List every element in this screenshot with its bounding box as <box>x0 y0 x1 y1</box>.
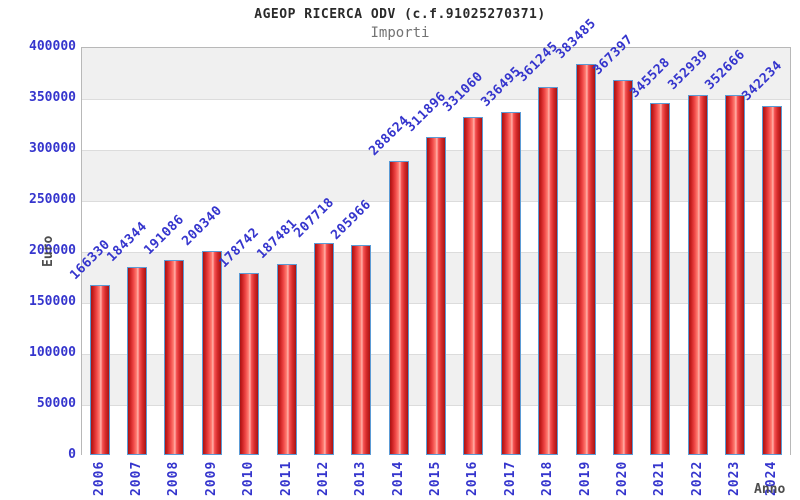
chart-subtitle: Importi <box>370 25 430 41</box>
y-tick-label: 200000 <box>29 243 76 258</box>
x-tick-label: 2014 <box>390 460 406 496</box>
y-tick-label: 250000 <box>29 192 76 207</box>
x-tick-label: 2021 <box>652 460 668 496</box>
bar <box>687 95 708 455</box>
x-tick-label: 2019 <box>577 460 593 496</box>
bar <box>351 245 372 455</box>
x-tick-label: 2009 <box>203 460 219 496</box>
bar <box>762 106 783 455</box>
x-tick-label: 2016 <box>465 460 481 496</box>
x-tick-label: 2023 <box>726 460 742 496</box>
x-tick-label: 2018 <box>540 460 556 496</box>
bar <box>575 64 596 455</box>
x-tick-label: 2007 <box>129 460 145 496</box>
bar <box>724 95 745 455</box>
x-tick-label: 2015 <box>428 460 443 496</box>
bar <box>612 80 633 455</box>
x-tick-label: 2020 <box>614 460 630 496</box>
y-tick-label: 50000 <box>36 396 76 411</box>
y-tick-label: 100000 <box>29 345 76 360</box>
bar <box>89 285 110 455</box>
bar <box>388 161 409 455</box>
y-axis-title: Euro <box>41 235 56 267</box>
y-tick-label: 300000 <box>29 141 76 156</box>
bar <box>164 260 185 455</box>
x-tick-label: 2008 <box>166 460 182 496</box>
bar <box>426 137 446 455</box>
x-tick-label: 2011 <box>278 460 294 496</box>
bar <box>538 87 559 455</box>
y-tick-label: 400000 <box>29 39 76 54</box>
x-tick-label: 2012 <box>315 460 331 496</box>
y-tick-label: 350000 <box>29 90 76 105</box>
y-tick-label: 0 <box>68 447 76 462</box>
y-tick-label: 150000 <box>29 294 76 309</box>
bar <box>276 264 297 455</box>
x-tick-label: 2022 <box>689 460 705 496</box>
x-axis-title: Anno <box>754 482 786 497</box>
bar <box>650 103 671 455</box>
bar <box>201 251 222 455</box>
chart-title: AGEOP RICERCA ODV (c.f.91025270371) <box>254 7 546 22</box>
bar <box>463 117 484 455</box>
bar <box>127 267 148 455</box>
x-tick-label: 2006 <box>91 460 107 496</box>
bar <box>500 112 521 455</box>
gridline <box>82 99 790 100</box>
plot-band <box>82 48 790 99</box>
bar <box>313 243 334 455</box>
x-tick-label: 2017 <box>502 460 518 496</box>
bar <box>239 273 260 455</box>
x-tick-label: 2010 <box>241 460 257 496</box>
x-tick-label: 2013 <box>353 460 369 496</box>
